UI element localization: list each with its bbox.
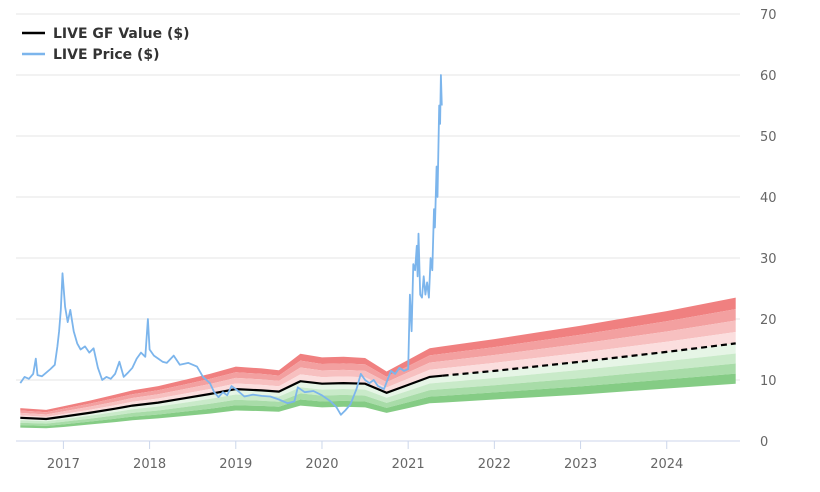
gf-value-bands [20,297,736,429]
y-tick-label: 50 [760,130,777,145]
y-tick-label: 0 [760,435,768,450]
x-tick-label: 2024 [650,457,683,472]
y-tick-label: 30 [760,252,777,267]
legend-item-price[interactable]: LIVE Price ($) [22,47,160,63]
red-band-3 [20,320,736,417]
grid-lines [16,13,740,381]
x-tick-label: 2018 [133,457,166,472]
x-tick-label: 2023 [564,457,597,472]
legend: LIVE GF Value ($) LIVE Price ($) [22,26,190,63]
price-line [19,74,443,416]
green-band-4 [20,373,736,429]
legend-label-gf-value: LIVE GF Value ($) [53,26,190,42]
y-axis: 0 10 20 30 40 50 60 70 [760,8,777,450]
x-tick-label: 2020 [305,457,338,472]
y-tick-label: 10 [760,374,777,389]
red-band-4 [20,332,736,419]
legend-item-gf-value[interactable]: LIVE GF Value ($) [22,26,190,42]
gf-value-projection-line [442,342,736,377]
y-tick-label: 60 [760,69,777,84]
x-tick-label: 2022 [478,457,511,472]
x-axis: 2017 2018 2019 2020 2021 2022 2023 2024 [16,440,740,472]
green-band-3 [20,363,736,426]
red-band-2 [20,309,736,415]
x-tick-label: 2019 [219,457,252,472]
red-band-1 [20,297,736,413]
x-tick-label: 2017 [47,457,80,472]
y-tick-label: 20 [760,313,777,328]
y-tick-label: 70 [760,8,777,23]
x-tick-label: 2021 [392,457,425,472]
green-band-2 [20,353,736,424]
gf-value-line [20,374,443,421]
y-tick-label: 40 [760,191,777,206]
series-lines [19,74,736,421]
legend-label-price: LIVE Price ($) [53,47,160,63]
